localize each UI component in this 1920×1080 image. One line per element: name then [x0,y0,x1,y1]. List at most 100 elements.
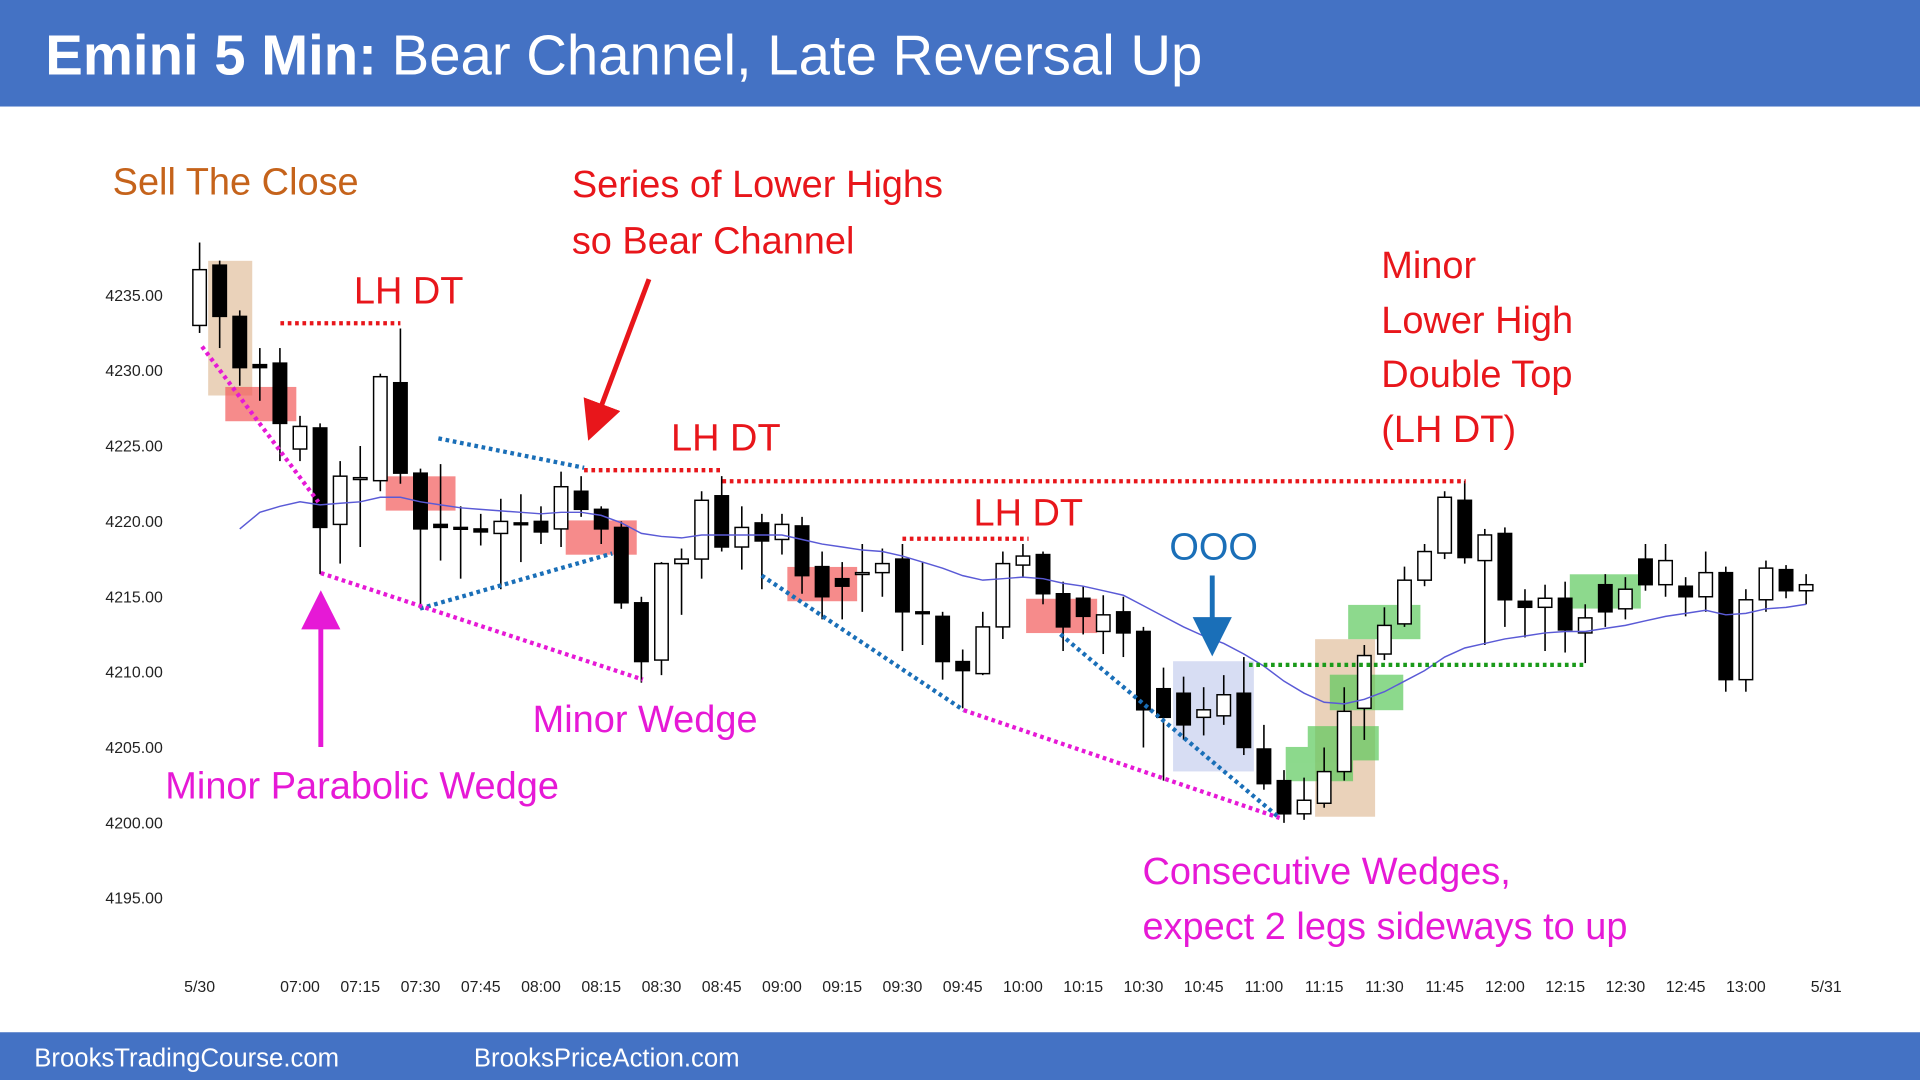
channel-line [1059,632,1281,820]
y-tick-label: 4210.00 [105,665,163,682]
candle-body [1236,692,1252,749]
candle-body [935,615,951,663]
candle-body [533,520,549,533]
candle-body [212,264,228,318]
x-tick-label: 11:00 [1245,979,1284,996]
x-tick-label: 07:15 [340,979,380,996]
candle-body [292,425,308,450]
candle-body [1095,614,1111,633]
x-tick-label: 08:30 [642,979,682,996]
candle-body [1417,550,1433,581]
annotation: Lower High [1381,300,1573,342]
candle-body [1758,567,1774,601]
x-tick-label: 12:00 [1485,979,1525,996]
candle-body [955,660,971,672]
annotation: Minor Wedge [533,699,758,741]
x-tick-label: 08:45 [702,979,742,996]
candle-body [1296,799,1312,815]
candle-body [1176,692,1192,726]
candle-body [553,485,569,530]
trend-lines [200,321,1585,820]
candle-body [1537,597,1553,609]
annotation: LH DT [973,492,1083,534]
wedge-line [320,571,644,682]
candle-body [1356,654,1372,710]
candle-body [1738,599,1754,681]
channel-line [419,551,613,611]
x-tick-label: 09:00 [762,979,802,996]
x-tick-label: 07:45 [461,979,501,996]
candle-body [1718,571,1734,681]
candle-body [493,520,509,535]
x-tick-label: 07:30 [401,979,441,996]
candle-body [332,475,348,526]
candle-body [995,562,1011,628]
candle-body [894,558,910,613]
candle-body [613,526,629,604]
arrow [583,278,652,441]
candle-body [252,363,268,369]
title-bold: Emini 5 Min: [45,24,377,87]
x-tick-label: 10:30 [1124,979,1164,996]
candle-body [1075,597,1091,618]
annotation: OOO [1169,527,1258,569]
annotation: Series of Lower Highs [572,164,943,206]
candle-body [694,499,710,560]
candle-body [1055,593,1071,628]
x-tick-label: 13:00 [1726,979,1766,996]
candle-body [392,381,408,474]
candle-body [915,611,931,615]
candle-body [593,508,609,530]
x-tick-label: 11:45 [1425,979,1464,996]
x-tick-label: 11:30 [1365,979,1404,996]
candle-body [874,562,890,574]
candle-body [654,562,669,661]
candle-body [1376,624,1392,655]
wedge-line [200,345,321,504]
x-tick-label: 09:15 [822,979,862,996]
x-tick-label: 11:15 [1305,979,1344,996]
footer-bar [0,1032,1920,1080]
candle-body [232,315,248,369]
x-tick-label: 09:30 [883,979,923,996]
annotation: Double Top [1381,354,1572,396]
candle-body [1678,585,1694,598]
candle-body [453,526,469,530]
annotations: Sell The Close Series of Lower Highs so … [113,162,1628,948]
candle-body [1477,534,1493,562]
candle-body [975,626,991,675]
x-tick-label: 12:15 [1545,979,1585,996]
candle-body [1617,588,1633,610]
annotation: Consecutive Wedges, [1142,851,1510,893]
y-tick-label: 4225.00 [105,439,163,456]
candle-body [1798,583,1814,592]
x-tick-label: 10:00 [1003,979,1043,996]
annotation: Sell The Close [113,162,359,204]
candle-body [1276,779,1292,815]
x-tick-label: 09:45 [943,979,983,996]
channel-line [437,436,585,470]
candle-body [1457,499,1473,559]
candle-body [1015,555,1031,566]
annotation: LH DT [354,271,464,313]
candle-body [1638,558,1653,586]
footer-link: BrooksTradingCourse.com [34,1045,339,1073]
candle-body [433,523,449,529]
annotation: so Bear Channel [572,220,855,262]
y-tick-label: 4195.00 [105,891,163,908]
candle-body [473,528,489,533]
candle-body [1437,496,1453,554]
x-tick-label: 10:45 [1184,979,1224,996]
x-tick-label: 10:15 [1063,979,1103,996]
candle-body [513,522,529,526]
candle-body [372,375,388,482]
candle-body [1256,748,1272,785]
annotation: Minor [1381,245,1476,287]
candle-body [1397,579,1412,625]
plot: 4195.00 4200.00 4205.00 4210.00 4215.00 4220.… [105,242,1842,996]
candle-body [413,472,428,530]
y-tick-label: 4230.00 [105,363,163,380]
candle-body [192,268,208,327]
